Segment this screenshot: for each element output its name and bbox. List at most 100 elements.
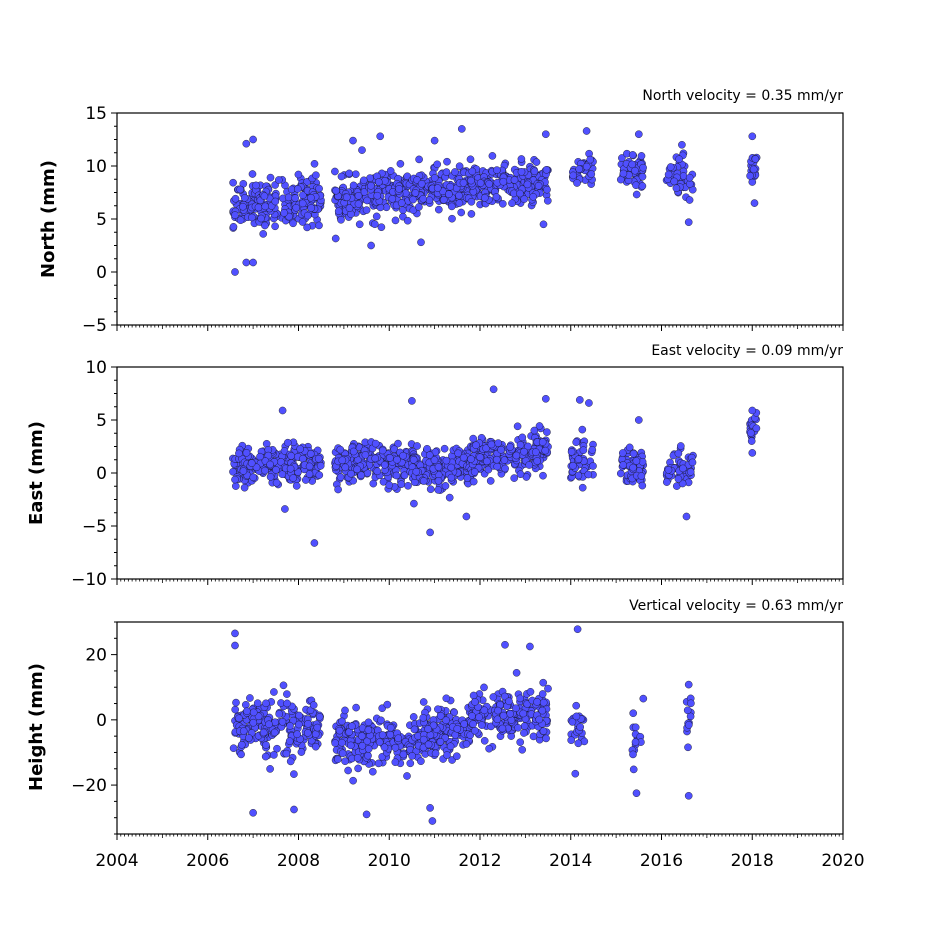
- scatter-point-east: [469, 434, 478, 443]
- scatter-point-east: [306, 449, 315, 458]
- scatter-point-north: [530, 167, 539, 176]
- scatter-point-east: [310, 539, 319, 547]
- scatter-point-north: [664, 170, 673, 179]
- scatter-point-east: [242, 448, 251, 457]
- scatter-point-height: [244, 734, 253, 742]
- scatter-point-east: [287, 452, 296, 460]
- scatter-point-height: [249, 718, 258, 727]
- scatter-point-north: [397, 199, 406, 207]
- scatter-point-height: [568, 718, 577, 726]
- scatter-point-height: [262, 699, 270, 708]
- panel-height: Vertical velocity = 0.63 mm/yr Height (m…: [26, 598, 865, 871]
- scatter-point-height: [231, 641, 239, 650]
- scatter-point-height: [506, 710, 515, 718]
- scatter-point-east: [747, 437, 756, 445]
- scatter-point-north: [292, 203, 301, 212]
- scatter-point-height: [419, 714, 428, 722]
- scatter-point-east: [292, 482, 301, 490]
- scatter-point-east: [578, 425, 587, 434]
- scatter-point-north: [354, 200, 363, 208]
- scatter-point-height: [394, 734, 403, 743]
- scatter-point-east: [470, 468, 479, 476]
- scatter-point-height: [539, 678, 548, 687]
- xtick-label: 2010: [368, 851, 411, 871]
- scatter-point-north: [294, 170, 303, 179]
- scatter-point-height: [235, 714, 243, 723]
- scatter-point-north: [396, 159, 405, 168]
- scatter-point-east: [393, 455, 401, 464]
- scatter-point-east: [430, 456, 439, 464]
- scatter-points-east: [229, 385, 761, 547]
- yticks-height: −20 0 20: [71, 621, 117, 835]
- scatter-point-height: [507, 716, 516, 724]
- scatter-point-north: [231, 211, 239, 219]
- scatter-point-east: [305, 462, 314, 471]
- scatter-point-north: [523, 180, 532, 189]
- scatter-point-height: [572, 701, 581, 710]
- scatter-point-east: [625, 443, 634, 452]
- scatter-point-height: [231, 629, 239, 638]
- panel-title-east: East velocity = 0.09 mm/yr: [651, 343, 843, 359]
- scatter-point-north: [229, 178, 237, 187]
- scatter-point-north: [684, 218, 693, 226]
- scatter-point-east: [235, 449, 243, 458]
- scatter-point-east: [408, 397, 416, 405]
- scatter-point-east: [677, 442, 685, 450]
- scatter-point-east: [748, 449, 757, 457]
- scatter-point-north: [299, 191, 307, 199]
- scatter-point-north: [291, 194, 300, 202]
- scatter-point-north: [517, 155, 526, 163]
- scatter-point-north: [345, 169, 354, 178]
- ytick-label-north: −5: [82, 316, 107, 336]
- scatter-point-height: [485, 744, 493, 753]
- scatter-point-east: [373, 467, 382, 476]
- scatter-point-height: [304, 720, 312, 728]
- scatter-point-height: [338, 749, 347, 758]
- scatter-point-north: [303, 211, 312, 220]
- scatter-point-north: [573, 179, 581, 187]
- scatter-point-height: [501, 641, 509, 649]
- scatter-point-height: [462, 740, 471, 748]
- scatter-point-north: [240, 194, 249, 202]
- xtick-label: 2004: [95, 851, 138, 871]
- scatter-point-north: [445, 190, 453, 198]
- scatter-point-height: [442, 694, 451, 703]
- scatter-point-height: [631, 723, 640, 732]
- scatter-point-east: [397, 480, 406, 489]
- scatter-point-height: [408, 752, 416, 760]
- scatter-point-height: [480, 706, 489, 715]
- scatter-point-height: [567, 736, 576, 745]
- scatter-point-east: [516, 470, 525, 479]
- axes-frame-east: [116, 366, 844, 580]
- scatter-point-height: [538, 706, 547, 715]
- scatter-point-height: [283, 690, 291, 698]
- scatter-point-east: [266, 460, 274, 469]
- scatter-point-north: [751, 155, 760, 163]
- scatter-point-east: [434, 463, 443, 471]
- scatter-point-height: [410, 725, 419, 734]
- scatter-point-height: [383, 700, 392, 709]
- scatter-point-north: [459, 179, 468, 187]
- ytick-label-north: 15: [85, 104, 107, 124]
- scatter-point-height: [237, 750, 245, 759]
- scatter-point-north: [499, 177, 508, 186]
- scatter-point-height: [450, 708, 459, 717]
- scatter-point-north: [493, 166, 501, 174]
- scatter-point-east: [441, 482, 450, 490]
- scatter-point-north: [749, 165, 758, 174]
- scatter-point-height: [311, 742, 320, 751]
- scatter-point-north: [367, 241, 375, 250]
- panel-east: East velocity = 0.09 mm/yr East (mm) −10…: [26, 343, 844, 590]
- scatter-point-east: [412, 467, 421, 476]
- scatter-points-north: [229, 125, 761, 276]
- scatter-point-height: [313, 723, 322, 732]
- scatter-point-height: [239, 727, 248, 735]
- scatter-point-north: [355, 220, 364, 229]
- scatter-point-north: [434, 205, 443, 214]
- scatter-point-north: [359, 176, 368, 185]
- scatter-point-height: [516, 738, 525, 747]
- scatter-point-north: [476, 179, 485, 187]
- scatter-point-height: [514, 724, 522, 732]
- scatter-point-height: [629, 765, 638, 774]
